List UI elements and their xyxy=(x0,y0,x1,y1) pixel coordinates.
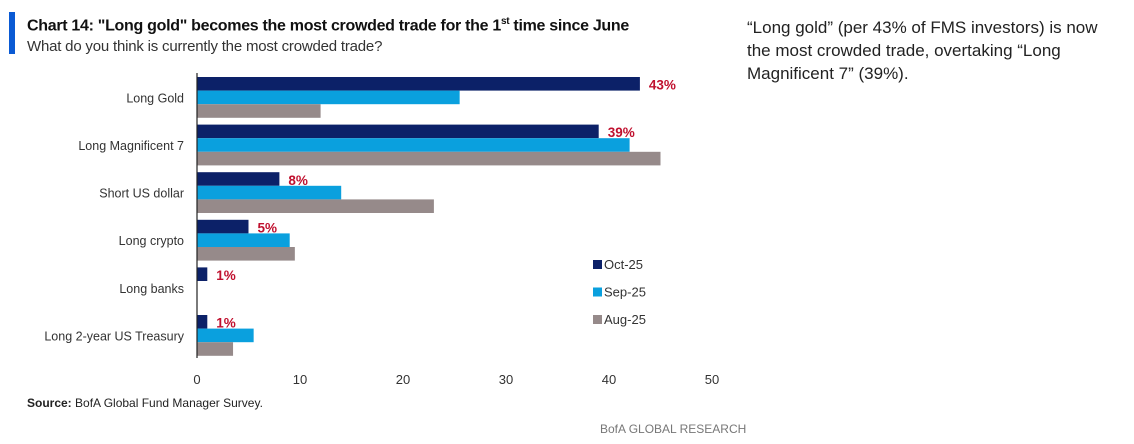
data-label: 43% xyxy=(649,78,676,93)
x-tick-label: 50 xyxy=(705,372,719,387)
x-tick-label: 10 xyxy=(293,372,307,387)
bar-sep-25 xyxy=(197,328,254,343)
commentary-text: “Long gold” (per 43% of FMS investors) i… xyxy=(747,18,1098,83)
bar-sep-25 xyxy=(197,185,342,200)
bar-aug-25 xyxy=(197,342,234,356)
bar-oct-25 xyxy=(197,172,280,186)
data-label: 1% xyxy=(216,268,236,283)
legend-label: Oct-25 xyxy=(604,257,643,272)
source-note: Source: BofA Global Fund Manager Survey. xyxy=(27,396,263,410)
legend-swatch xyxy=(593,315,602,324)
x-tick-label: 0 xyxy=(193,372,200,387)
bar-aug-25 xyxy=(197,247,295,261)
chart-title: Chart 14: "Long gold" becomes the most c… xyxy=(27,16,629,35)
legend-swatch xyxy=(593,287,602,297)
bar-aug-25 xyxy=(197,104,321,118)
category-label: Long 2-year US Treasury xyxy=(44,329,184,343)
title-accent-bar xyxy=(9,12,15,54)
bar-oct-25 xyxy=(197,267,208,281)
data-label: 39% xyxy=(608,125,635,140)
bar-sep-25 xyxy=(197,90,460,105)
legend-swatch xyxy=(593,260,602,269)
x-tick-label: 30 xyxy=(499,372,513,387)
bar-oct-25 xyxy=(197,315,208,329)
category-label: Long Magnificent 7 xyxy=(78,139,184,153)
category-label: Long crypto xyxy=(119,234,184,248)
data-label: 5% xyxy=(258,220,278,235)
bar-aug-25 xyxy=(197,199,434,213)
legend-label: Aug-25 xyxy=(604,312,646,327)
data-label: 1% xyxy=(216,316,236,331)
bar-sep-25 xyxy=(197,233,290,247)
category-label: Long banks xyxy=(119,282,184,296)
bar-aug-25 xyxy=(197,151,661,166)
bar-oct-25 xyxy=(197,219,249,234)
chart-subtitle: What do you think is currently the most … xyxy=(27,38,383,55)
category-label: Long Gold xyxy=(126,91,184,105)
bar-oct-25 xyxy=(197,77,640,91)
category-label: Short US dollar xyxy=(99,187,184,201)
legend-label: Sep-25 xyxy=(604,285,646,300)
bar-sep-25 xyxy=(197,138,630,152)
bar-oct-25 xyxy=(197,124,599,139)
x-tick-label: 20 xyxy=(396,372,410,387)
data-label: 8% xyxy=(288,173,308,188)
x-tick-label: 40 xyxy=(602,372,616,387)
brand-label: BofA GLOBAL RESEARCH xyxy=(600,422,747,436)
